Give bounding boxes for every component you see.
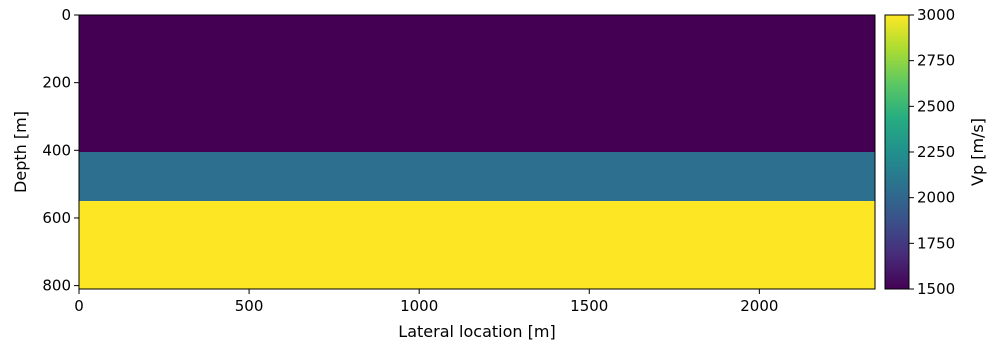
colorbar-tick-label: 2750: [917, 52, 955, 70]
y-tick-label: 400: [42, 141, 71, 159]
velocity-layers: [79, 15, 875, 289]
colorbar-tick-label: 3000: [917, 6, 955, 24]
x-tick-label: 500: [235, 297, 264, 315]
y-axis-label: Depth [m]: [11, 111, 30, 193]
x-tick-label: 2000: [740, 297, 778, 315]
colorbar-label: Vp [m/s]: [968, 118, 987, 186]
colorbar-tick-label: 1500: [917, 280, 955, 298]
x-tick-label: 1000: [400, 297, 438, 315]
velocity-layer-1: [79, 15, 875, 152]
y-tick-label: 600: [42, 209, 71, 227]
x-axis-ticks: 0 500 1000 1500 2000: [74, 289, 778, 315]
colorbar-tick-label: 2500: [917, 97, 955, 115]
colorbar-tick-label: 2250: [917, 143, 955, 161]
x-tick-label: 1500: [570, 297, 608, 315]
y-axis-ticks: 0 200 400 600 800: [42, 6, 79, 295]
colorbar-ticks: 1500 1750 2000 2250 2500 2750 3000: [909, 6, 955, 298]
colorbar-tick-label: 2000: [917, 189, 955, 207]
x-axis-label: Lateral location [m]: [398, 322, 555, 341]
velocity-layer-2: [79, 152, 875, 202]
colorbar-tick-label: 1750: [917, 234, 955, 252]
y-tick-label: 200: [42, 74, 71, 92]
y-tick-label: 800: [42, 277, 71, 295]
x-tick-label: 0: [74, 297, 84, 315]
y-tick-label: 0: [61, 6, 71, 24]
plot-area-frame: [78, 14, 876, 290]
colorbar: [884, 14, 910, 290]
velocity-layer-3: [79, 201, 875, 289]
